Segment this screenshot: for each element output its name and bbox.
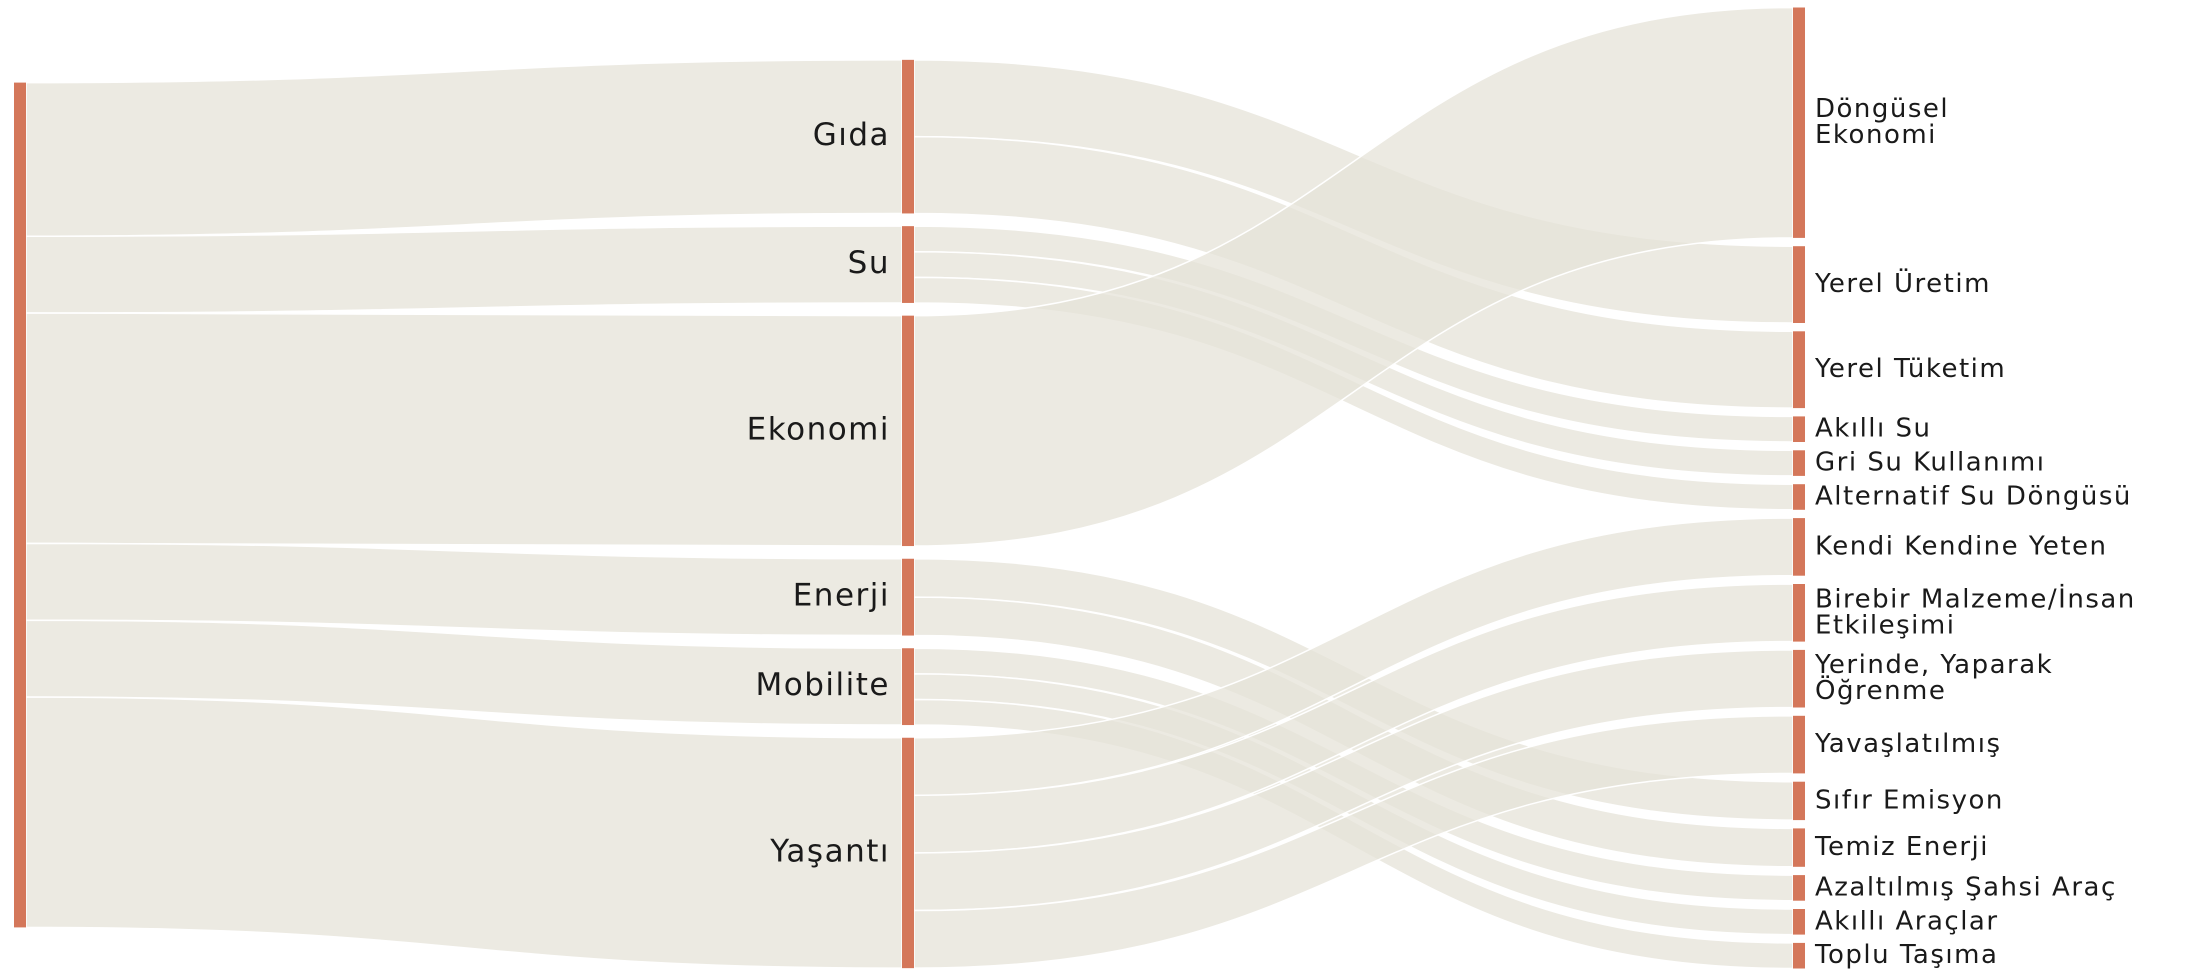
node <box>902 648 914 726</box>
node <box>1793 828 1805 867</box>
flow <box>25 225 903 314</box>
node <box>14 82 26 928</box>
right-label: Yerinde, Yaparak <box>1814 650 2053 680</box>
node <box>902 315 914 547</box>
right-label: Yerel Tüketim <box>1814 354 2006 384</box>
right-label: Döngüsel <box>1815 94 1949 124</box>
node <box>1793 909 1805 935</box>
middle-label: Yaşantı <box>769 833 890 869</box>
node <box>902 558 914 636</box>
node <box>1793 484 1805 510</box>
node <box>902 226 914 303</box>
node <box>1793 781 1805 821</box>
right-label: Temiz Enerji <box>1814 832 1989 862</box>
node <box>1793 416 1805 442</box>
right-label: Ekonomi <box>1815 120 1937 150</box>
right-label: Toplu Taşıma <box>1814 940 1998 970</box>
node <box>1793 331 1805 409</box>
node <box>1793 649 1805 708</box>
right-label: Etkileşimi <box>1815 610 1955 640</box>
right-label: Akıllı Su <box>1815 414 1931 444</box>
flow <box>913 715 1794 969</box>
node <box>1793 584 1805 642</box>
node <box>1793 875 1805 901</box>
right-label: Birebir Malzeme/İnsan <box>1815 582 2136 614</box>
middle-label: Mobilite <box>756 667 890 703</box>
right-label: Öğrenme <box>1815 674 1946 706</box>
right-label: Alternatif Su Döngüsü <box>1815 482 2132 512</box>
node <box>1793 715 1805 774</box>
right-label: Yavaşlatılmış <box>1814 729 2002 759</box>
node <box>902 737 914 969</box>
node <box>1793 942 1805 969</box>
right-label: Akıllı Araçlar <box>1815 906 1999 936</box>
right-label: Kendi Kendine Yeten <box>1815 531 2108 561</box>
node <box>1793 246 1805 323</box>
node <box>902 59 914 214</box>
node <box>1793 7 1805 238</box>
right-label: Yerel Üretim <box>1814 267 1991 299</box>
middle-label: Gıda <box>813 117 890 153</box>
right-label: Sıfır Emisyon <box>1815 785 2004 815</box>
flow <box>913 517 1794 797</box>
middle-label: Enerji <box>793 578 890 614</box>
right-label: Gri Su Kullanımı <box>1815 448 2045 478</box>
middle-label: Ekonomi <box>747 411 890 447</box>
middle-label: Su <box>848 245 890 281</box>
node <box>1793 518 1805 576</box>
node <box>1793 450 1805 476</box>
flow <box>25 59 903 237</box>
right-label: Azaltılmış Şahsi Araç <box>1815 872 2117 902</box>
